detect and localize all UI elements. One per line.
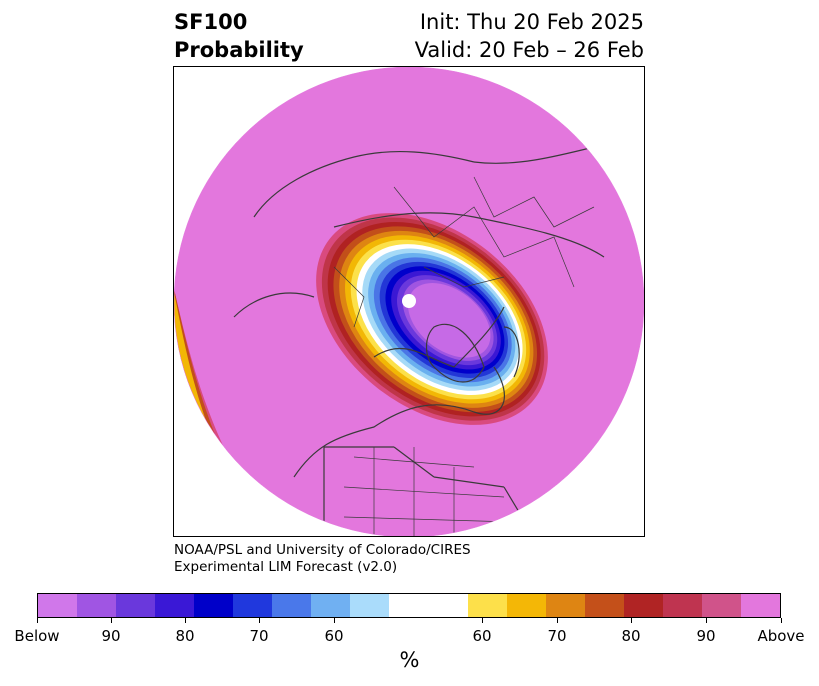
colorbar-tick-label: Above: [757, 627, 805, 645]
colorbar-tick: [482, 618, 483, 623]
coastlines: [233, 146, 635, 536]
colorbar-segment-15: [584, 594, 624, 617]
colorbar-tick-label: 70: [249, 627, 269, 645]
variable-name: SF100: [174, 10, 248, 34]
colorbar-segment-7: [272, 594, 312, 617]
colorbar-tick-label: 60: [324, 627, 344, 645]
west-band-inner: [174, 277, 214, 447]
colorbar-segment-1: [38, 594, 78, 617]
colorbar-tick: [557, 618, 558, 623]
colorbar-tick: [185, 618, 186, 623]
colorbar: [37, 593, 781, 618]
colorbar-tick-labels: Below 90 80 70 60 60 70 80 90 Above: [0, 627, 819, 647]
colorbar-segment-4: [155, 594, 195, 617]
colorbar-tick: [334, 618, 335, 623]
colorbar-segment-19: [740, 594, 780, 617]
colorbar-tick-label: 90: [101, 627, 121, 645]
colorbar-segment-16: [623, 594, 663, 617]
colorbar-tick-label: 60: [472, 627, 492, 645]
map-panel: [173, 66, 645, 537]
colorbar-segment-11: [428, 594, 468, 617]
credit-line-2: Experimental LIM Forecast (v2.0): [174, 559, 398, 575]
colorbar-tick-label: 70: [547, 627, 567, 645]
colorbar-tick-label: Below: [14, 627, 60, 645]
colorbar-segment-8: [311, 594, 351, 617]
colorbar-unit: %: [399, 648, 420, 672]
colorbar-segment-17: [662, 594, 702, 617]
product-name: Probability: [174, 38, 304, 62]
political-borders: [333, 176, 595, 536]
colorbar-tick: [631, 618, 632, 623]
colorbar-segment-9: [350, 594, 390, 617]
colorbar-segment-12: [467, 594, 507, 617]
pole-marker: [402, 294, 416, 308]
colorbar-tick: [37, 618, 38, 623]
colorbar-segment-6: [233, 594, 273, 617]
colorbar-segment-2: [77, 594, 117, 617]
chart-title-right: Init: Thu 20 Feb 2025 Valid: 20 Feb – 26…: [415, 8, 644, 64]
colorbar-segment-18: [701, 594, 741, 617]
colorbar-tick: [781, 618, 782, 623]
credit-line-1: NOAA/PSL and University of Colorado/CIRE…: [174, 542, 471, 558]
colorbar-tick-label: 80: [621, 627, 641, 645]
colorbar-tick: [706, 618, 707, 623]
colorbar-segment-13: [506, 594, 546, 617]
init-date: Init: Thu 20 Feb 2025: [419, 10, 644, 34]
valid-range: Valid: 20 Feb – 26 Feb: [414, 38, 644, 62]
colorbar-ticks: [0, 618, 819, 624]
probability-map: [174, 67, 644, 536]
colorbar-tick: [111, 618, 112, 623]
colorbar-segment-5: [194, 594, 234, 617]
colorbar-tick: [259, 618, 260, 623]
colorbar-segment-14: [545, 594, 585, 617]
colorbar-segment-10: [389, 594, 429, 617]
chart-title-left: SF100 Probability: [174, 8, 304, 64]
credit-text: NOAA/PSL and University of Colorado/CIRE…: [174, 542, 471, 576]
colorbar-segment-3: [116, 594, 156, 617]
colorbar-tick-label: 80: [175, 627, 195, 645]
anomaly-rings: [316, 213, 548, 425]
colorbar-tick-label: 90: [696, 627, 716, 645]
